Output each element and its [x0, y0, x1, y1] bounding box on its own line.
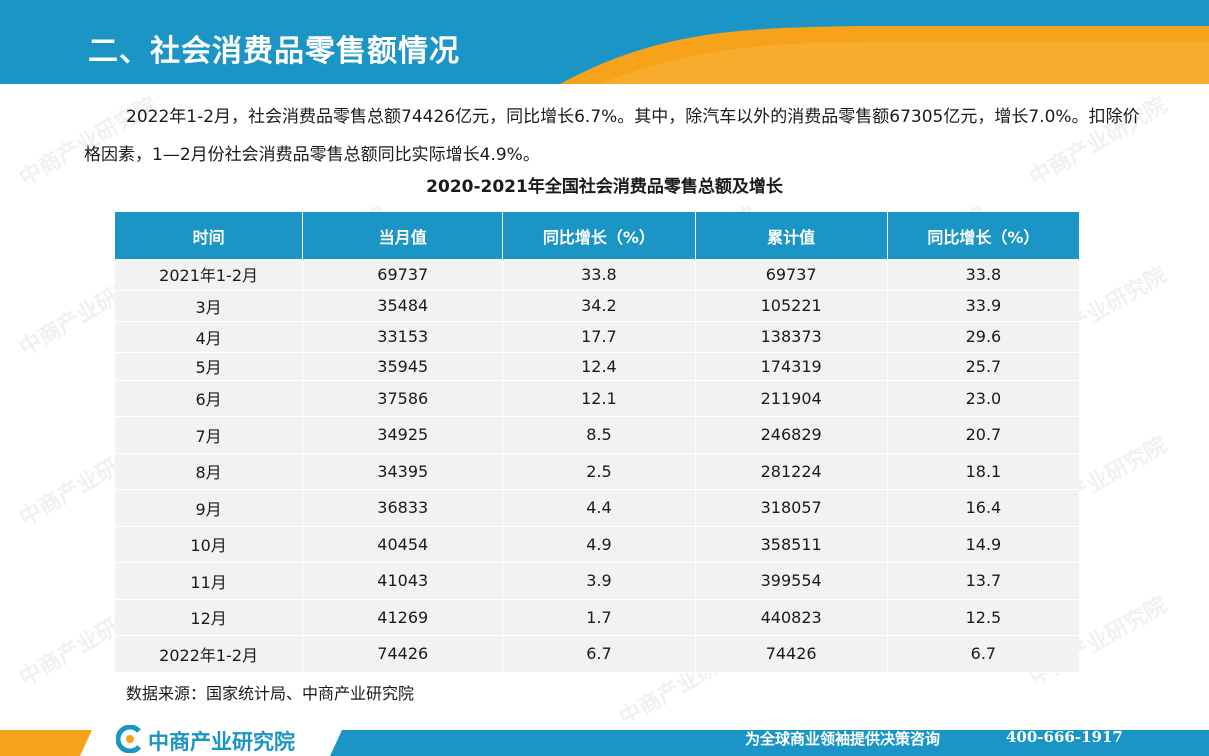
- askci-logo-icon: [116, 725, 144, 753]
- table-cell: 20.7: [887, 416, 1079, 454]
- table-cell: 13.7: [887, 562, 1079, 600]
- retail-sales-table: 时间 当月值 同比增长（%） 累计值 同比增长（%） 2021年1-2月 697…: [115, 212, 1079, 673]
- column-header-monthly-growth: 同比增长（%）: [502, 212, 696, 259]
- table-cell: 34395: [302, 453, 504, 490]
- table-row: 5月 35945 12.4 174319 25.7: [115, 352, 1079, 381]
- table-cell: 12.1: [502, 380, 696, 417]
- table-cell: 1.7: [502, 599, 696, 636]
- table-row: 3月 35484 34.2 105221 33.9: [115, 290, 1079, 322]
- table-cell: 25.7: [887, 352, 1079, 381]
- table-row: 9月 36833 4.4 318057 16.4: [115, 489, 1079, 527]
- table-cell: 34925: [302, 416, 504, 454]
- table-cell: 2021年1-2月: [115, 259, 304, 291]
- table-cell: 34.2: [502, 290, 696, 322]
- table-cell: 7月: [115, 416, 304, 454]
- table-cell: 41269: [302, 599, 504, 636]
- table-cell: 6.7: [887, 635, 1079, 673]
- column-header-monthly-value: 当月值: [302, 212, 504, 259]
- footer-slogan: 为全球商业领袖提供决策咨询: [745, 730, 941, 748]
- table-row: 6月 37586 12.1 211904 23.0: [115, 380, 1079, 417]
- intro-paragraph: 2022年1-2月，社会消费品零售总额74426亿元，同比增长6.7%。其中，除…: [84, 107, 1140, 165]
- table-cell: 33.8: [887, 259, 1079, 291]
- table-cell: 17.7: [502, 321, 696, 353]
- table-cell: 33.8: [502, 259, 696, 291]
- header-orange-swoosh: [560, 26, 1209, 84]
- table-cell: 4.4: [502, 489, 696, 527]
- table-cell: 4月: [115, 321, 304, 353]
- table-cell: 318057: [695, 489, 888, 527]
- table-row: 2022年1-2月 74426 6.7 74426 6.7: [115, 635, 1079, 673]
- table-cell: 74426: [695, 635, 888, 673]
- table-cell: 11月: [115, 562, 304, 600]
- table-cell: 138373: [695, 321, 888, 353]
- table-cell: 2022年1-2月: [115, 635, 304, 673]
- footer-phone: 400-666-1917: [1006, 728, 1123, 746]
- table-row: 2021年1-2月 69737 33.8 69737 33.8: [115, 259, 1079, 291]
- table-cell: 246829: [695, 416, 888, 454]
- table-cell: 4.9: [502, 526, 696, 563]
- data-source-note: 数据来源：国家统计局、中商产业研究院: [126, 684, 415, 703]
- table-title: 2020-2021年全国社会消费品零售总额及增长: [426, 177, 783, 197]
- table-cell: 12.4: [502, 352, 696, 381]
- table-cell: 18.1: [887, 453, 1079, 490]
- table-cell: 23.0: [887, 380, 1079, 417]
- table-cell: 41043: [302, 562, 504, 600]
- table-cell: 14.9: [887, 526, 1079, 563]
- table-row: 8月 34395 2.5 281224 18.1: [115, 453, 1079, 490]
- table-cell: 35945: [302, 352, 504, 381]
- table-cell: 40454: [302, 526, 504, 563]
- column-header-time: 时间: [115, 212, 304, 259]
- table-cell: 69737: [302, 259, 504, 291]
- table-row: 11月 41043 3.9 399554 13.7: [115, 562, 1079, 600]
- table-cell: 2.5: [502, 453, 696, 490]
- table-header-row: 时间 当月值 同比增长（%） 累计值 同比增长（%）: [115, 212, 1079, 259]
- table-cell: 33.9: [887, 290, 1079, 322]
- table-cell: 6月: [115, 380, 304, 417]
- table-cell: 10月: [115, 526, 304, 563]
- table-row: 10月 40454 4.9 358511 14.9: [115, 526, 1079, 563]
- table-cell: 399554: [695, 562, 888, 600]
- table-row: 7月 34925 8.5 246829 20.7: [115, 416, 1079, 454]
- table-cell: 74426: [302, 635, 504, 673]
- table-cell: 3月: [115, 290, 304, 322]
- footer-bar: 中商产业研究院 为全球商业领袖提供决策咨询 400-666-1917: [0, 720, 1209, 756]
- column-header-cumulative-growth: 同比增长（%）: [887, 212, 1079, 259]
- table-cell: 105221: [695, 290, 888, 322]
- table-cell: 174319: [695, 352, 888, 381]
- header-banner: 二、社会消费品零售额情况: [0, 0, 1209, 84]
- table-cell: 440823: [695, 599, 888, 636]
- table-cell: 211904: [695, 380, 888, 417]
- table-cell: 12月: [115, 599, 304, 636]
- table-cell: 12.5: [887, 599, 1079, 636]
- page-title: 二、社会消费品零售额情况: [88, 34, 460, 69]
- table-cell: 37586: [302, 380, 504, 417]
- table-cell: 69737: [695, 259, 888, 291]
- table-cell: 8.5: [502, 416, 696, 454]
- table-cell: 16.4: [887, 489, 1079, 527]
- table-cell: 33153: [302, 321, 504, 353]
- table-cell: 9月: [115, 489, 304, 527]
- table-cell: 6.7: [502, 635, 696, 673]
- table-cell: 5月: [115, 352, 304, 381]
- table-cell: 8月: [115, 453, 304, 490]
- footer-logo-text: 中商产业研究院: [148, 730, 295, 754]
- table-cell: 3.9: [502, 562, 696, 600]
- table-row: 12月 41269 1.7 440823 12.5: [115, 599, 1079, 636]
- table-cell: 281224: [695, 453, 888, 490]
- table-row: 4月 33153 17.7 138373 29.6: [115, 321, 1079, 353]
- table-cell: 36833: [302, 489, 504, 527]
- table-cell: 358511: [695, 526, 888, 563]
- table-cell: 29.6: [887, 321, 1079, 353]
- table-cell: 35484: [302, 290, 504, 322]
- footer-background: [0, 730, 1209, 756]
- column-header-cumulative-value: 累计值: [695, 212, 888, 259]
